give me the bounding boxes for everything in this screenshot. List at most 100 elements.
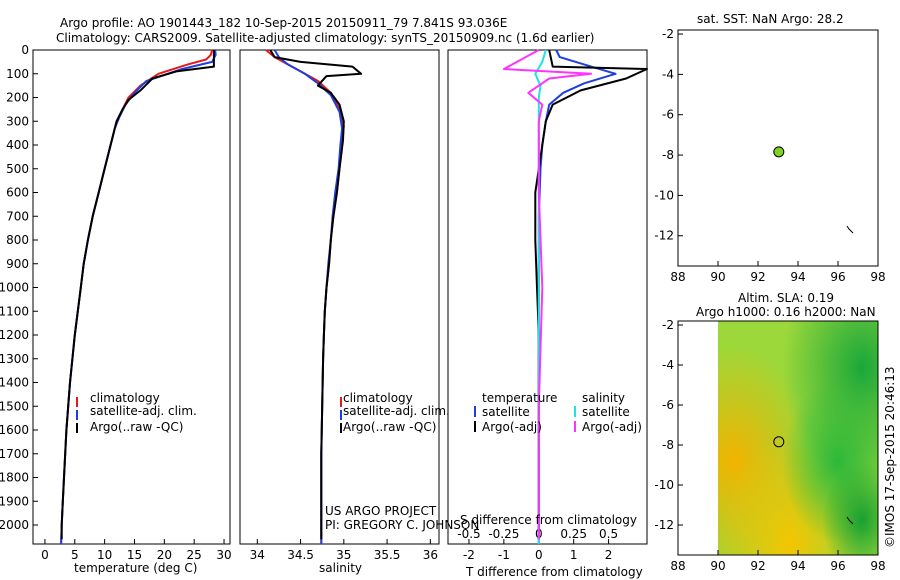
lat-tick-label: -10 [654, 478, 674, 492]
s-difference-label: S difference from climatology [460, 513, 637, 527]
legend-label-t-argo: Argo(-adj) [482, 420, 542, 434]
salinity-lines [265, 49, 363, 544]
series-line [60, 50, 215, 540]
temperature-panel: 0100200300400500600700800900100011001200… [0, 43, 232, 575]
y-tick-label: 2000 [0, 518, 29, 532]
y-tick-label: 600 [6, 186, 29, 200]
y-tick-label: 700 [6, 209, 29, 223]
y-tick-label: 1900 [0, 494, 29, 508]
sla-map-marks [773, 436, 785, 448]
temperature-lines [60, 49, 217, 545]
series-line [534, 49, 547, 544]
credit-stamp: ©IMOS 17-Sep-2015 20:46:13 [883, 366, 897, 548]
y-tick-label: 1800 [0, 471, 29, 485]
s-tick-label: 0.5 [599, 527, 618, 541]
x-tick-label: 0 [535, 548, 543, 562]
lat-tick-label: -12 [654, 229, 674, 243]
lat-tick-label: -12 [654, 518, 674, 532]
series-line [60, 49, 214, 545]
lon-tick-label: 96 [830, 270, 845, 284]
sst-map-marks [773, 146, 785, 158]
pi-annotation: PI: GREGORY C. JOHNSON [325, 518, 479, 532]
sst-map-axes [677, 29, 879, 267]
lon-tick-label: 88 [670, 559, 685, 573]
argo-location-marker [773, 436, 785, 448]
y-tick-label: 1000 [0, 281, 29, 295]
x-tick-label: 36 [423, 548, 438, 562]
s-difference-ticks: -0.5 -0.25 0 0.25 0.5 [457, 527, 618, 541]
lon-tick-label: 90 [710, 559, 725, 573]
figure-title-line1: Argo profile: AO 1901443_182 10-Sep-2015… [60, 16, 507, 30]
lon-tick-label: 90 [710, 270, 725, 284]
lon-tick-label: 94 [790, 270, 805, 284]
y-tick-label: 800 [6, 233, 29, 247]
s-tick-label: -0.25 [488, 527, 519, 541]
lat-tick-label: -8 [662, 438, 674, 452]
series-line [537, 49, 617, 544]
sla-lat-ticks: -2 -4 -6 -8 -10 -12 [654, 318, 683, 532]
lon-tick-label: 88 [670, 270, 685, 284]
x-tick-label: 30 [216, 548, 231, 562]
x-tick-label: 10 [97, 548, 112, 562]
sla-coast-fragment [846, 516, 854, 525]
y-tick-label: 200 [6, 91, 29, 105]
difference-lines [502, 49, 648, 544]
t-difference-xlabel: T difference from climatology [465, 565, 643, 579]
legend-label-climatology: climatology [90, 391, 160, 405]
salinity-legend: climatology satellite-adj. clim. Argo(..… [340, 391, 450, 434]
lon-tick-label: 96 [830, 559, 845, 573]
y-tick-label: 100 [6, 67, 29, 81]
temperature-axes [32, 49, 231, 545]
lon-tick-label: 92 [750, 559, 765, 573]
sla-map-panel: Altim. SLA: 0.19 Argo h1000: 0.16 h2000:… [654, 291, 885, 573]
y-tick-label: 1600 [0, 423, 29, 437]
series-line [269, 49, 363, 540]
y-tick-label: 500 [6, 162, 29, 176]
legend-label-s-argo: Argo(-adj) [582, 420, 642, 434]
x-tick-label: 35 [336, 548, 351, 562]
y-tick-label: 300 [6, 114, 29, 128]
salinity-ticks: 34 34.5 35 35.5 36 [250, 539, 438, 562]
legend-label-s-satellite: satellite [582, 405, 630, 419]
sst-lon-ticks: 88 90 92 94 96 98 [670, 261, 886, 284]
x-tick-label: 2 [605, 548, 613, 562]
s-tick-label: 0.25 [560, 527, 587, 541]
sst-lat-ticks: -2 -4 -6 -8 -10 -12 [654, 27, 683, 243]
lon-tick-label: 98 [870, 559, 885, 573]
series-line [60, 49, 217, 545]
legend-label-climatology: climatology [343, 391, 413, 405]
y-tick-label: 1500 [0, 399, 29, 413]
y-tick-label: 1300 [0, 352, 29, 366]
x-tick-label: -2 [463, 548, 475, 562]
y-tick-label: 900 [6, 257, 29, 271]
temperature-xlabel: temperature (deg C) [74, 561, 197, 575]
lat-tick-label: -4 [662, 358, 674, 372]
y-tick-label: 1100 [0, 304, 29, 318]
series-line [502, 49, 593, 540]
legend-title-temperature: temperature [482, 391, 557, 405]
lon-tick-label: 98 [870, 270, 885, 284]
temperature-ticks: 0 5 10 15 20 25 30 [41, 539, 232, 562]
x-tick-label: 20 [157, 548, 172, 562]
sst-map-title: sat. SST: NaN Argo: 28.2 [697, 12, 844, 26]
lat-tick-label: -10 [654, 188, 674, 202]
project-annotation: US ARGO PROJECT [325, 504, 437, 518]
series-line [534, 49, 648, 540]
y-tick-label: 1200 [0, 328, 29, 342]
sst-coast-fragment [846, 225, 854, 234]
salinity-axes [239, 49, 440, 545]
lon-tick-label: 92 [750, 270, 765, 284]
x-tick-label: 15 [127, 548, 142, 562]
sla-map-axes [677, 320, 879, 556]
x-tick-label: -1 [498, 548, 510, 562]
lat-tick-label: -4 [662, 67, 674, 81]
s-tick-label: -0.5 [457, 527, 480, 541]
y-tick-label: 1400 [0, 376, 29, 390]
lon-tick-label: 94 [790, 559, 805, 573]
salinity-xlabel: salinity [319, 561, 362, 575]
legend-label-t-satellite: satellite [482, 405, 530, 419]
t-difference-ticks: -2 -1 0 1 2 [463, 539, 612, 562]
depth-ticks: 0 100 200 300 400 500 600 700 800 900 1000 1100 1200… [0, 43, 38, 532]
legend-label-argo: Argo(..raw -QC) [343, 420, 436, 434]
